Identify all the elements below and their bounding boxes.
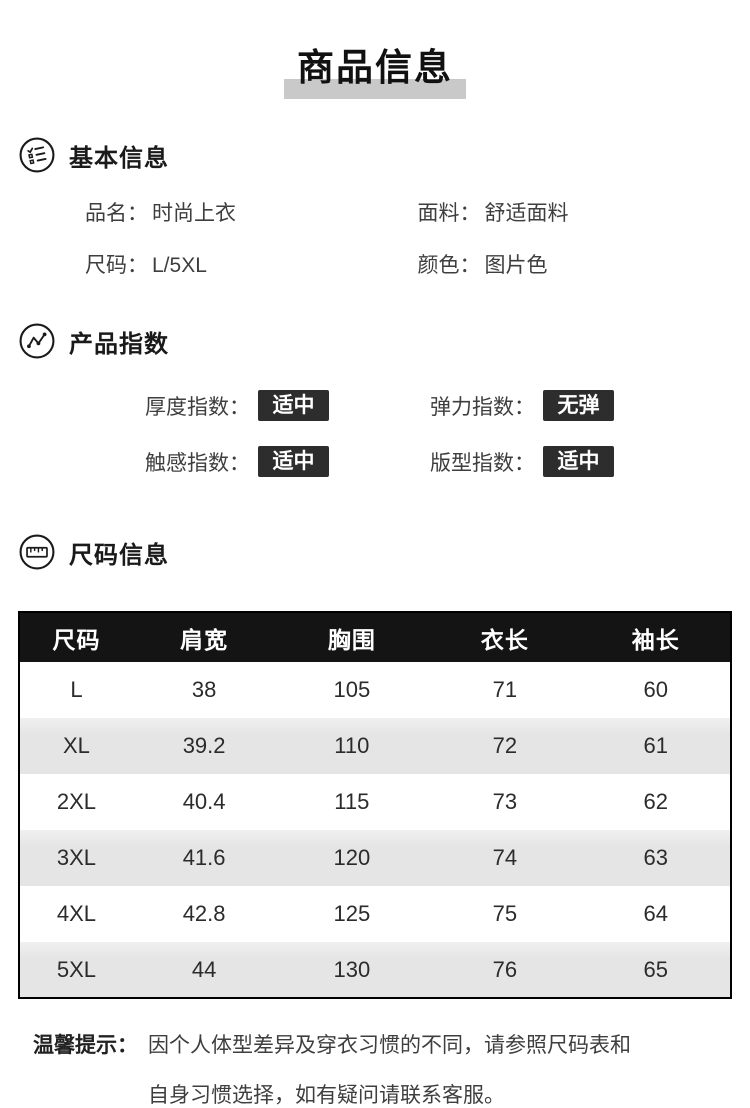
index-label: 厚度指数： bbox=[145, 395, 250, 419]
section-header-product-index: 产品指数 bbox=[0, 322, 750, 360]
table-cell: XL bbox=[19, 718, 133, 774]
trend-chart-icon bbox=[19, 323, 55, 359]
table-header-cell: 衣长 bbox=[428, 612, 582, 662]
table-cell: 72 bbox=[428, 718, 582, 774]
table-header-cell: 胸围 bbox=[275, 612, 429, 662]
table-cell: 75 bbox=[492, 901, 518, 926]
basic-info-grid: 品名： 时尚上衣 面料： 舒适面料 尺码： L/5XL 颜色： 图片色 bbox=[0, 200, 750, 280]
size-table-row: 3XL 41.6 120 74 63 bbox=[19, 830, 731, 886]
page-title: 商品信息 bbox=[297, 47, 453, 88]
table-cell: 40.4 bbox=[182, 789, 226, 814]
basic-info-row: 品名： 时尚上衣 面料： 舒适面料 bbox=[85, 200, 750, 228]
index-label: 触感指数： bbox=[145, 451, 250, 475]
index-fit: 版型指数： 适中 bbox=[430, 446, 715, 477]
table-cell: 61 bbox=[581, 718, 731, 774]
field-color: 颜色： 图片色 bbox=[418, 252, 750, 280]
table-cell: 62 bbox=[643, 789, 668, 814]
product-index-grid: 厚度指数： 适中 弹力指数： 无弹 触感指数： 适中 版型指数： 适中 bbox=[0, 390, 750, 477]
table-cell: 115 bbox=[334, 789, 370, 814]
table-cell: 44 bbox=[132, 942, 276, 998]
section-header-basic-info: 基本信息 bbox=[0, 136, 750, 174]
table-cell: 4XL bbox=[56, 901, 97, 926]
table-cell: 2XL bbox=[56, 789, 97, 814]
field-value: 时尚上衣 bbox=[152, 202, 236, 225]
index-touch: 触感指数： 适中 bbox=[145, 446, 430, 477]
table-cell: 63 bbox=[581, 830, 731, 886]
index-value-badge: 适中 bbox=[543, 446, 614, 477]
table-cell: 71 bbox=[492, 677, 518, 702]
table-cell: 39.2 bbox=[132, 718, 276, 774]
field-label: 颜色： bbox=[417, 254, 481, 277]
table-cell: L bbox=[70, 677, 83, 702]
field-product-name: 品名： 时尚上衣 bbox=[85, 200, 418, 228]
size-table-row: 5XL 44 130 76 65 bbox=[19, 942, 731, 998]
index-thickness: 厚度指数： 适中 bbox=[145, 390, 430, 421]
title-highlight-bar bbox=[284, 79, 466, 99]
table-header-cell: 尺码 bbox=[19, 612, 133, 662]
table-cell: 130 bbox=[275, 942, 429, 998]
size-table-row: XL 39.2 110 72 61 bbox=[19, 718, 731, 774]
page-title-block: 商品信息 bbox=[0, 0, 750, 102]
table-cell: 65 bbox=[581, 942, 731, 998]
field-value: L/5XL bbox=[152, 254, 207, 277]
table-cell: 3XL bbox=[19, 830, 133, 886]
tips-line: 因个人体型差异及穿衣习惯的不同，请参照尺码表和 bbox=[148, 1034, 631, 1057]
field-fabric: 面料： 舒适面料 bbox=[418, 200, 750, 228]
field-label: 品名： bbox=[85, 202, 148, 225]
index-value-badge: 无弹 bbox=[543, 390, 614, 421]
table-cell: 73 bbox=[492, 789, 518, 814]
table-cell: 42.8 bbox=[182, 901, 226, 926]
field-label: 尺码： bbox=[85, 254, 148, 277]
checklist-icon bbox=[19, 137, 55, 173]
index-value-badge: 适中 bbox=[258, 390, 329, 421]
table-cell: 76 bbox=[428, 942, 582, 998]
size-table-header-row: 尺码 肩宽 胸围 衣长 袖长 bbox=[19, 612, 731, 662]
index-row: 厚度指数： 适中 弹力指数： 无弹 bbox=[145, 390, 750, 421]
field-value: 舒适面料 bbox=[484, 202, 569, 225]
table-cell: 105 bbox=[333, 677, 371, 702]
field-size-range: 尺码： L/5XL bbox=[85, 252, 418, 280]
section-header-size-info: 尺码信息 bbox=[0, 533, 750, 571]
table-cell: 110 bbox=[275, 718, 429, 774]
table-cell: 64 bbox=[643, 901, 668, 926]
size-table-row: L 38 105 71 60 bbox=[19, 662, 731, 718]
table-cell: 38 bbox=[191, 677, 217, 702]
field-label: 面料： bbox=[417, 202, 481, 225]
table-cell: 41.6 bbox=[132, 830, 276, 886]
table-cell: 5XL bbox=[19, 942, 133, 998]
index-row: 触感指数： 适中 版型指数： 适中 bbox=[145, 446, 750, 477]
table-cell: 125 bbox=[333, 901, 371, 926]
table-cell: 120 bbox=[275, 830, 429, 886]
index-value-badge: 适中 bbox=[258, 446, 329, 477]
section-title-size-info: 尺码信息 bbox=[69, 541, 169, 569]
section-title-basic-info: 基本信息 bbox=[69, 144, 169, 172]
warm-tips: 温馨提示： 因个人体型差异及穿衣习惯的不同，请参照尺码表和 自身习惯选择，如有疑… bbox=[0, 1021, 750, 1108]
size-table: 尺码 肩宽 胸围 衣长 袖长 L 38 105 71 60 XL 39.2 11… bbox=[18, 611, 732, 999]
size-table-row: 4XL 42.8 125 75 64 bbox=[19, 886, 731, 942]
table-header-cell: 肩宽 bbox=[132, 612, 276, 662]
index-elasticity: 弹力指数： 无弹 bbox=[430, 390, 715, 421]
index-label: 版型指数： bbox=[430, 451, 535, 475]
table-header-cell: 袖长 bbox=[581, 612, 731, 662]
table-cell: 60 bbox=[643, 677, 668, 702]
size-table-row: 2XL 40.4 115 73 62 bbox=[19, 774, 731, 830]
field-value: 图片色 bbox=[484, 254, 548, 277]
tips-line: 自身习惯选择，如有疑问请联系客服。 bbox=[148, 1084, 505, 1107]
ruler-icon bbox=[19, 534, 55, 570]
section-title-product-index: 产品指数 bbox=[69, 330, 169, 358]
basic-info-row: 尺码： L/5XL 颜色： 图片色 bbox=[85, 252, 750, 280]
tips-label: 温馨提示： bbox=[33, 1034, 138, 1057]
table-cell: 74 bbox=[428, 830, 582, 886]
index-label: 弹力指数： bbox=[430, 395, 535, 419]
